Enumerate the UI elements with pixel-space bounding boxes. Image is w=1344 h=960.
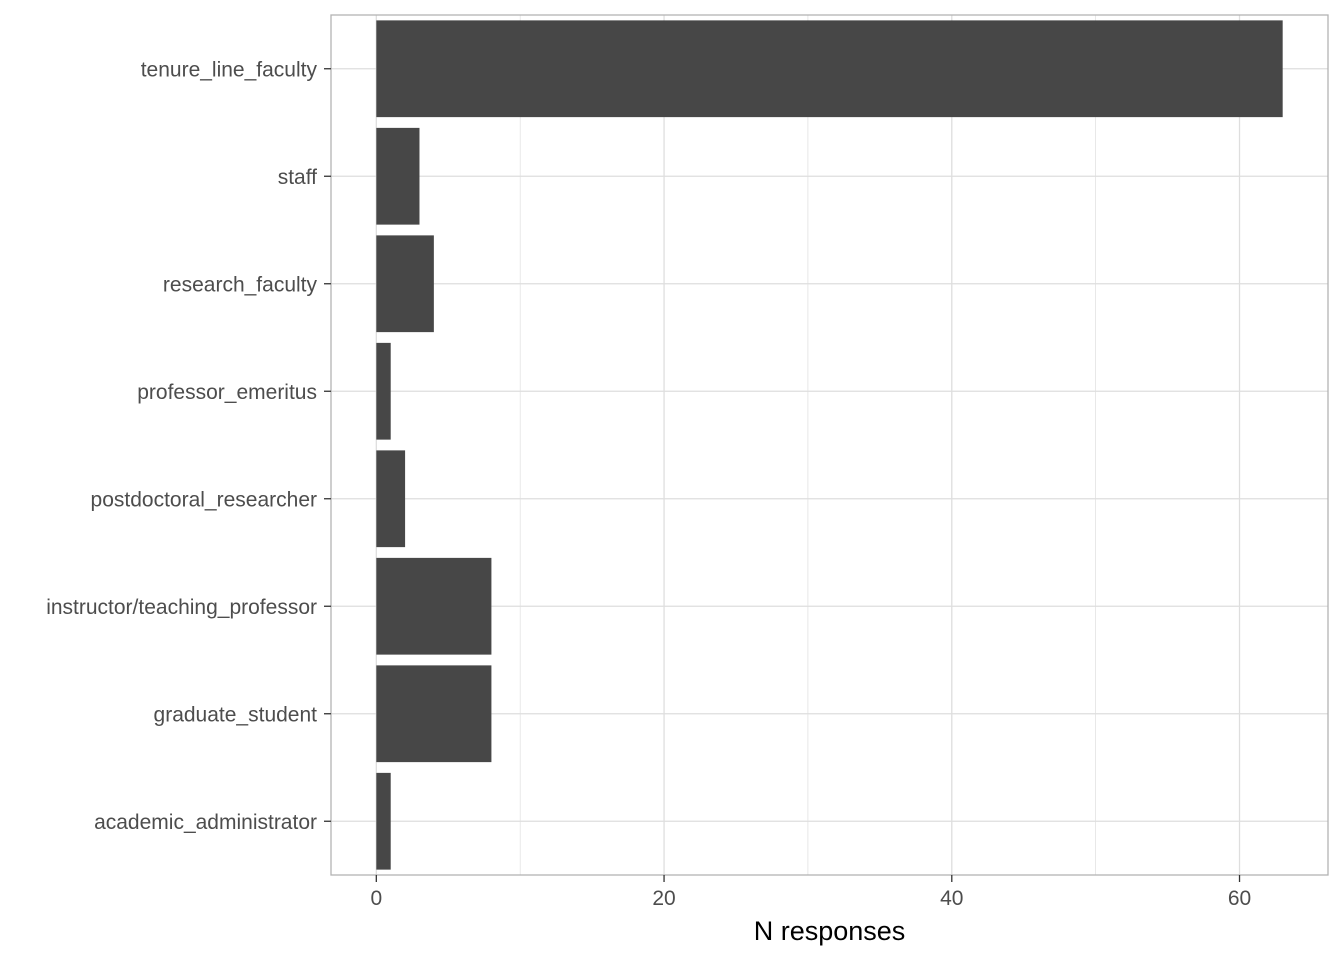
y-axis-ticks: academic_administrator graduate_student in… — [46, 58, 331, 834]
bar-tenure-line-faculty — [376, 20, 1283, 118]
y-tick-label: staff — [278, 166, 317, 189]
x-tick-label: 0 — [370, 887, 382, 910]
y-tick-label: research_faculty — [163, 273, 318, 296]
bar-instructor-teaching-professor — [376, 557, 492, 655]
bar-staff — [376, 127, 420, 225]
bar-graduate-student — [376, 665, 492, 763]
x-tick-label: 40 — [940, 887, 963, 910]
x-tick-label: 20 — [652, 887, 675, 910]
bar-research-faculty — [376, 235, 434, 333]
bars — [376, 20, 1283, 870]
panel-border — [330, 14, 1329, 876]
y-tick-label: academic_administrator — [94, 811, 317, 834]
y-tick-label: instructor/teaching_professor — [46, 596, 317, 619]
x-tick-label: 60 — [1228, 887, 1251, 910]
bar-professor-emeritus — [376, 342, 391, 440]
y-tick-label: graduate_student — [154, 703, 318, 726]
x-axis-title: N responses — [754, 916, 906, 946]
y-tick-label: professor_emeritus — [137, 381, 317, 404]
bar-postdoctoral-researcher — [376, 450, 406, 548]
y-tick-label: tenure_line_faculty — [141, 58, 318, 81]
bar-academic-administrator — [376, 772, 391, 870]
grid-lines — [331, 15, 1328, 875]
x-axis-ticks: 0 20 40 60 — [370, 875, 1251, 910]
y-tick-label: postdoctoral_researcher — [91, 488, 317, 511]
